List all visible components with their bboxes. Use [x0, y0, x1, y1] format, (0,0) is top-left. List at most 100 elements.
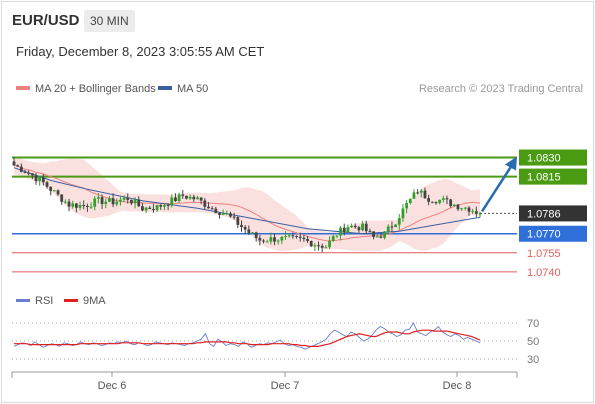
candle-body — [122, 197, 126, 200]
candle-body — [309, 240, 313, 247]
candle-body — [291, 235, 295, 237]
credit-label: Research © 2023 Trading Central — [419, 83, 583, 95]
candle-body — [353, 225, 357, 228]
candle-body — [45, 182, 49, 187]
x-tick-label: Dec 6 — [98, 380, 127, 392]
candle-body — [137, 199, 141, 207]
candle-body — [287, 235, 291, 237]
candle-body — [243, 227, 247, 230]
candle-body — [23, 171, 27, 173]
candle-body — [203, 200, 207, 207]
candle-body — [295, 235, 298, 237]
rsi-tick-label: 50 — [527, 336, 539, 348]
target-arrow-shaft — [480, 162, 515, 213]
candle-body — [276, 240, 280, 242]
ma50-line — [13, 167, 481, 235]
main-legend: MA 20 + Bollinger Bands MA 50 Research ©… — [16, 83, 583, 95]
candle-body — [93, 198, 97, 207]
candle-body — [159, 205, 163, 207]
x-tick-label: Dec 8 — [443, 380, 472, 392]
candle-body — [181, 194, 185, 196]
candle-body — [74, 203, 78, 208]
candle-body — [383, 231, 386, 238]
candle-body — [115, 201, 119, 205]
resistance-price-label: 1.0830 — [527, 153, 561, 165]
candle-body — [38, 177, 42, 182]
candle-body — [232, 216, 236, 218]
candle-body — [196, 197, 199, 200]
candle-body — [452, 204, 456, 206]
candle-body — [342, 227, 346, 233]
candle-body — [52, 190, 56, 192]
candle-body — [339, 227, 342, 236]
candle-body — [166, 205, 170, 207]
candle-body — [148, 207, 152, 210]
candle-body — [401, 208, 405, 219]
candle-body — [430, 201, 434, 203]
candle-body — [188, 196, 192, 199]
candle-body — [357, 227, 361, 231]
candle-body — [119, 199, 122, 202]
candle-body — [229, 213, 232, 217]
candle-body — [251, 232, 254, 234]
candle-body — [368, 231, 372, 233]
candle-body — [210, 208, 214, 210]
candle-body — [441, 198, 445, 200]
candle-body — [144, 207, 148, 211]
target-arrow-layer — [480, 156, 517, 214]
resistance-price-tag — [519, 168, 587, 185]
candle-body — [434, 202, 438, 204]
ma50-legend-label: MA 50 — [177, 83, 208, 95]
candle-body — [397, 218, 401, 225]
candle-body — [460, 208, 464, 210]
candle-body — [12, 161, 16, 166]
rsi-tick-label: 30 — [527, 354, 539, 366]
candle-body — [207, 206, 210, 209]
candle-body — [258, 237, 262, 241]
candle-body — [313, 245, 317, 247]
candle-body — [104, 201, 108, 204]
candle-body — [177, 194, 181, 202]
candle-body — [89, 206, 93, 208]
rsi-ma-legend-label: 9MA — [83, 295, 106, 307]
candle-body — [16, 165, 20, 167]
candle-body — [302, 237, 306, 240]
candle-body — [408, 198, 412, 204]
resistance-price-tag — [519, 149, 587, 166]
candle-body — [419, 190, 423, 193]
timeframe-badge[interactable]: 30 MIN — [84, 10, 135, 32]
candle-body — [49, 186, 53, 191]
candle-body — [141, 206, 144, 211]
candle-body — [471, 211, 475, 213]
candle-body — [170, 197, 174, 206]
candle-body — [284, 236, 287, 238]
current-price-label: 1.0786 — [527, 208, 561, 220]
candle-body — [269, 237, 273, 242]
candle-body — [467, 207, 471, 212]
candle-body — [306, 239, 309, 241]
candle-body — [265, 241, 269, 243]
candle-body — [41, 177, 45, 183]
candle-body — [445, 198, 449, 200]
candle-body — [225, 213, 229, 215]
candle-body — [375, 236, 379, 238]
candle-body — [34, 175, 38, 182]
levels-layer — [12, 156, 517, 273]
candle-body — [364, 223, 368, 232]
x-tick-label: Dec 7 — [271, 380, 300, 392]
candle-body — [218, 213, 221, 215]
rsi-panel: 70 50 30 — [12, 318, 539, 366]
candles-layer — [12, 157, 482, 253]
candle-body — [30, 173, 34, 176]
datetime-label: Friday, December 8, 2023 3:05:55 AM CET — [16, 44, 265, 59]
candle-body — [82, 205, 86, 207]
candle-body — [346, 227, 350, 233]
candle-body — [394, 224, 398, 228]
ma20-line — [13, 164, 481, 242]
ma-bb-legend-label: MA 20 + Bollinger Bands — [35, 83, 156, 95]
moving-average-layer — [13, 164, 481, 242]
candle-body — [56, 190, 60, 195]
rsi-line — [13, 322, 481, 350]
candle-body — [71, 203, 75, 207]
